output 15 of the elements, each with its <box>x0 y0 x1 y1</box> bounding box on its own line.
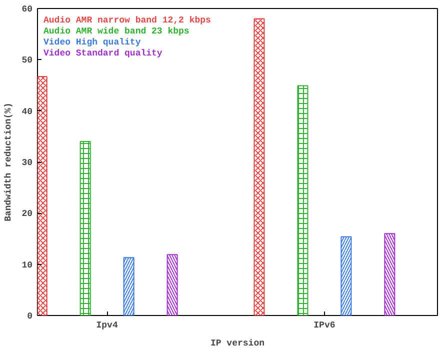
text: Audio AMR wide band 23 kbps <box>44 26 190 36</box>
y-tick-label: 60 <box>22 4 33 14</box>
text: Video Standard quality <box>44 48 163 58</box>
y-tick-label: 30 <box>22 158 33 168</box>
y-tick-label: 50 <box>22 56 33 66</box>
y-axis-title: Bandwidth reduction(%) <box>4 102 14 222</box>
text: Video High quality <box>44 38 142 48</box>
x-tick-label: Ipv4 <box>96 320 118 330</box>
x-tick-label: IPv6 <box>314 320 336 330</box>
y-tick-label: 0 <box>27 312 33 322</box>
x-axis-title: IP version <box>210 338 265 348</box>
y-tick-label: 10 <box>22 260 33 270</box>
text: Audio AMR narrow band 12,2 kbps <box>44 16 211 26</box>
y-tick-label: 40 <box>22 106 33 117</box>
y-tick-label: 20 <box>22 209 33 220</box>
